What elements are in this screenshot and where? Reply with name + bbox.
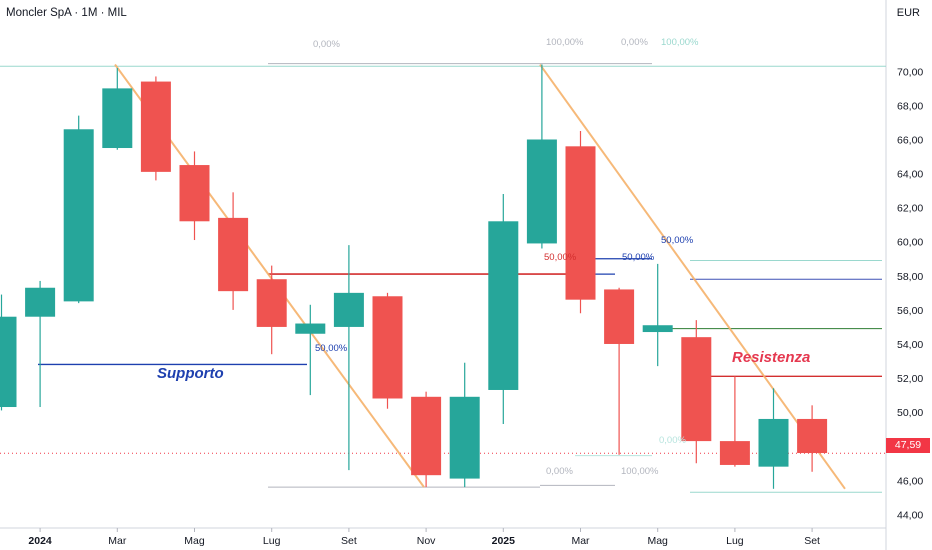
x-tick-label: Mar [108,535,127,547]
candle [565,130,596,314]
y-tick-label: 68,00 [897,100,923,112]
candle [333,245,364,471]
candle-body [25,287,56,317]
candle [295,304,326,396]
candle [758,388,789,489]
x-tick-label: Set [341,535,357,547]
x-tick-label: Mag [184,535,205,547]
fib-label: 0,00% [659,435,686,446]
fib-label: 0,00% [621,37,648,48]
candle [63,115,94,304]
x-tick-label: Nov [417,535,436,547]
time-axis-ticks: 2024 Mar Mag Lug Set Nov 2025 Mar Mag Lug Set [28,528,820,547]
candle [797,405,828,472]
candle [526,64,557,249]
candle-body [565,146,596,300]
x-tick-label: Mag [647,535,668,547]
candle-body [218,217,249,292]
fib-label: 100,00% [546,37,584,48]
chart-title: Moncler SpA · 1M · MIL [6,7,127,19]
fib-label: 100,00% [621,466,659,477]
candle [0,294,17,411]
resistance-label: Resistenza [732,349,810,366]
fib-label: 0,00% [313,39,340,50]
candle [449,362,480,488]
candles [0,64,828,489]
trendline [539,63,846,490]
candle-body [797,418,828,454]
candle [604,287,635,455]
candle-body [333,292,364,327]
fib-label: 50,00% [544,252,577,263]
y-tick-label: 52,00 [897,373,923,385]
y-tick-label: 46,00 [897,475,923,487]
currency-label: EUR [896,7,920,19]
candle [140,76,171,181]
candle-body [102,88,133,149]
candle-body [179,165,210,222]
fib-label: 50,00% [661,235,694,246]
x-tick-label: Set [804,535,820,547]
candle-body [642,325,673,333]
y-tick-label: 54,00 [897,339,923,351]
fib-label: 50,00% [622,252,655,263]
fibonacci-levels [0,63,886,493]
x-tick-label: Mar [571,535,590,547]
candle [642,263,673,367]
x-tick-label: 2024 [28,535,52,547]
candle-body [140,81,171,172]
candle-body [411,396,442,476]
candle-body [449,396,480,479]
candle [681,320,712,464]
y-tick-label: 70,00 [897,66,923,78]
y-tick-label: 66,00 [897,135,923,147]
current-price-tag: 47,59 [886,438,930,453]
price-axis-ticks: 44,0046,0048,0050,0052,0054,0056,0058,00… [897,66,923,521]
fib-label: 100,00% [661,37,699,48]
candle-body [758,418,789,467]
candle-body [295,323,326,334]
fib-label: 0,00% [546,466,573,477]
candle [179,151,210,241]
x-tick-label: Lug [263,535,281,547]
y-tick-label: 60,00 [897,237,923,249]
y-tick-label: 58,00 [897,271,923,283]
candle [719,376,750,467]
fib-label: 50,00% [315,343,348,354]
candle [372,292,403,409]
candle-body [488,221,519,390]
candle-body [719,441,750,465]
candle-body [0,316,17,408]
y-tick-label: 64,00 [897,169,923,181]
candle-body [526,139,557,244]
candle-body [256,279,287,327]
candle-body [604,289,635,344]
y-tick-label: 62,00 [897,203,923,215]
support-label: Supporto [157,365,224,382]
y-tick-label: 56,00 [897,305,923,317]
candle [488,194,519,425]
candle [256,265,287,355]
candle [25,280,56,408]
candle-body [63,129,94,302]
x-tick-label: Lug [726,535,744,547]
y-tick-label: 44,00 [897,509,923,521]
x-tick-label: 2025 [492,535,516,547]
candle-body [681,337,712,442]
y-tick-label: 50,00 [897,407,923,419]
candle [102,67,133,150]
candle-body [372,296,403,399]
candle [411,391,442,488]
candle [218,192,249,310]
